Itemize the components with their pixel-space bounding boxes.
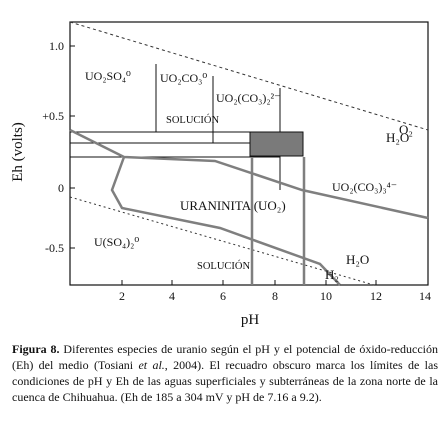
caption-figure-label: Figura 8. [12, 342, 60, 356]
x-tick-label: 12 [370, 289, 382, 303]
field-boundaries [70, 64, 281, 190]
study-area-box [249, 131, 304, 157]
y-axis-title: Eh (volts) [10, 122, 26, 182]
caption-text-part2: , 2004). El recuadro obscuro marca los l… [12, 358, 438, 404]
figure-caption: Figura 8. Diferentes especies de uranio … [12, 341, 438, 405]
y-tick-labels: 1.0 +0.5 0 -0.5 [42, 39, 64, 255]
y-tick-label: -0.5 [45, 241, 64, 255]
region-uo2so4: UO₂SO₄⁰ [85, 69, 131, 83]
x-tick-label: 8 [272, 289, 278, 303]
x-tick-marks [121, 280, 377, 285]
region-uo2co32: UO₂(CO₃)₂²⁻ [216, 91, 280, 105]
plot-frame [69, 21, 429, 286]
caption-et-al: et al. [138, 358, 165, 372]
x-tick-label: 4 [169, 289, 175, 303]
water-label-h2: H₂ [325, 267, 339, 282]
x-axis-title: pH [241, 312, 260, 328]
uraninite-boundaries [69, 128, 429, 286]
water-label-h2o-top: H₂O [386, 130, 409, 145]
region-solucion-bottom: SOLUCIÓN [197, 260, 251, 272]
region-uso42: U(SO₄)₂⁰ [94, 235, 139, 249]
y-tick-label: +0.5 [42, 109, 64, 123]
x-tick-label: 10 [320, 289, 332, 303]
eh-ph-diagram: 2 4 6 8 10 12 14 1.0 +0.5 0 -0.5 Eh (vol… [10, 21, 431, 328]
o2-h2o-boundary [69, 21, 429, 131]
x-tick-label: 2 [119, 289, 125, 303]
region-uo2co33: UO₂(CO₃)₃⁴⁻ [332, 180, 397, 194]
water-label-h2o-bottom: H₂O [346, 252, 369, 267]
y-tick-marks [70, 45, 75, 249]
y-tick-label: 0 [58, 181, 64, 195]
water-label-o2: O₂ [399, 122, 413, 137]
caption-text-part1: Diferentes especies de uranio según el p… [12, 342, 438, 372]
region-uo2co3: UO₂CO₃⁰ [160, 71, 207, 85]
x-tick-labels: 2 4 6 8 10 12 14 [119, 289, 431, 303]
x-tick-label: 6 [220, 289, 226, 303]
y-tick-label: 1.0 [49, 39, 64, 53]
region-solucion-top: SOLUCIÓN [166, 114, 220, 126]
region-uraninita: URANINITA (UO₂) [180, 198, 286, 213]
x-tick-label: 14 [419, 289, 431, 303]
